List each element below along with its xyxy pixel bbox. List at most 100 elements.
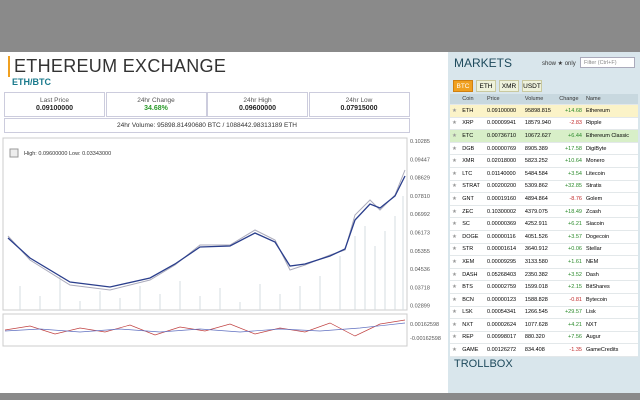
star-icon: ★ bbox=[450, 167, 461, 181]
cell: 1588.828 bbox=[522, 293, 558, 307]
market-row[interactable]: ★ XMR 0.02018000 5823.252 +10.64 Monero bbox=[450, 154, 638, 168]
chart-frame bbox=[2, 137, 408, 311]
market-tab[interactable]: XMR bbox=[499, 80, 519, 92]
market-row[interactable]: ★ LSK 0.00054341 1266.545 +29.57 Lisk bbox=[450, 306, 638, 320]
cell: 4379.075 bbox=[522, 205, 558, 219]
price-axis-label: 0.04536 bbox=[410, 267, 430, 273]
market-tab[interactable]: ETH bbox=[476, 80, 496, 92]
cell: 0.00000369 bbox=[485, 217, 523, 231]
star-icon: ★ bbox=[450, 331, 461, 345]
page-title: ETHEREUM EXCHANGE bbox=[8, 56, 226, 77]
cell: 1266.545 bbox=[522, 306, 558, 320]
cell: 0.00002624 bbox=[485, 318, 523, 332]
market-row[interactable]: ★ STR 0.00001614 3640.912 +0.06 Stellar bbox=[450, 243, 638, 257]
market-row[interactable]: ★ ETC 0.00736710 10672.627 +6.44 Ethereum Cla… bbox=[450, 129, 638, 143]
cell: +29.57 bbox=[557, 306, 584, 320]
stat-label: 24hr Low bbox=[345, 97, 373, 104]
indicator-axis-label: -0.00162598 bbox=[410, 336, 441, 342]
markets-title: MARKETS bbox=[454, 56, 513, 70]
market-row[interactable]: ★ DGB 0.00000769 8905.389 +17.58 DigiByte bbox=[450, 142, 638, 156]
stat-value: 0.07915000 bbox=[340, 105, 378, 112]
market-row[interactable]: ★ NXT 0.00002624 1077.628 +4.21 NXT bbox=[450, 318, 638, 332]
cell: 4051.526 bbox=[522, 230, 558, 244]
cell: Litecoin bbox=[583, 167, 638, 181]
stat-box: 24hr Low 0.07915000 bbox=[308, 92, 410, 117]
cell: DigiByte bbox=[583, 142, 638, 156]
cell: 0.00126272 bbox=[485, 343, 523, 357]
star-icon: ★ bbox=[450, 154, 461, 168]
cell: 2350.382 bbox=[522, 268, 558, 282]
cell: 0.10300002 bbox=[485, 205, 523, 219]
market-row[interactable]: ★ DASH 0.05268403 2350.382 +3.52 Dash bbox=[450, 268, 638, 282]
price-axis-label: 0.06992 bbox=[410, 212, 430, 218]
cell: 10672.627 bbox=[522, 129, 558, 143]
cell: 0.00019160 bbox=[485, 192, 523, 206]
stat-label: 24hr High bbox=[243, 97, 272, 104]
cell: +1.61 bbox=[557, 255, 584, 269]
cell: 0.00001614 bbox=[485, 243, 523, 257]
market-row[interactable]: ★ SC 0.00000369 4252.911 +6.21 Siacoin bbox=[450, 217, 638, 231]
market-row[interactable]: ★ ZEC 0.10300002 4379.075 +18.49 Zcash bbox=[450, 205, 638, 219]
market-row[interactable]: ★ LTC 0.01140000 5484.584 +3.54 Litecoin bbox=[450, 167, 638, 181]
price-line bbox=[7, 175, 406, 288]
market-tab[interactable]: USDT bbox=[522, 80, 542, 92]
cell: +4.21 bbox=[557, 318, 584, 332]
stat-value: 0.09100000 bbox=[36, 105, 73, 112]
cell: Ripple bbox=[583, 117, 638, 131]
column-header[interactable]: Volume bbox=[522, 94, 558, 105]
star-icon: ★ bbox=[450, 180, 461, 194]
stat-value: 0.09600000 bbox=[239, 105, 276, 112]
price-chart: High: 0.09600000 Low: 0.03343000 0.10285… bbox=[2, 137, 441, 347]
cell: XMR bbox=[460, 154, 486, 168]
cell: NXT bbox=[583, 318, 638, 332]
chart-legend: High: 0.09600000 Low: 0.03343000 bbox=[24, 151, 111, 157]
price-axis-label: 0.10285 bbox=[410, 139, 430, 145]
market-tab[interactable]: BTC bbox=[453, 80, 473, 92]
price-line-raw bbox=[7, 169, 406, 291]
market-row[interactable]: ★ REP 0.00998017 880.320 +7.56 Augur bbox=[450, 331, 638, 345]
market-row[interactable]: ★ GNT 0.00019160 4894.864 -8.76 Golem bbox=[450, 192, 638, 206]
market-row[interactable]: ★ XRP 0.00009941 18579.940 -2.83 Ripple bbox=[450, 117, 638, 131]
cell: ETH bbox=[460, 104, 486, 118]
cell: GNT bbox=[460, 192, 486, 206]
market-row[interactable]: ★ BTS 0.00002759 1599.018 +2.15 BitShares bbox=[450, 280, 638, 294]
cell: Monero bbox=[583, 154, 638, 168]
cell: -0.81 bbox=[557, 293, 584, 307]
cell: 0.00000123 bbox=[485, 293, 523, 307]
cell: 0.00000769 bbox=[485, 142, 523, 156]
column-header[interactable]: Coin bbox=[460, 94, 486, 105]
star-icon: ★ bbox=[450, 104, 461, 118]
market-row[interactable]: ★ XEM 0.00009295 3133.580 +1.61 NEM bbox=[450, 255, 638, 269]
star-filter[interactable]: show ★ only bbox=[542, 61, 576, 67]
column-header[interactable]: Price bbox=[485, 94, 523, 105]
cell: GameCredits bbox=[583, 343, 638, 357]
column-header[interactable]: Change bbox=[557, 94, 584, 105]
pair-label: ETH/BTC bbox=[12, 77, 51, 87]
markets-table: Coin Price Volume Change Name ★ ETH 0.09100000 9… bbox=[450, 94, 638, 357]
market-row[interactable]: ★ STRAT 0.00200200 5309.862 +32.85 Stratis bbox=[450, 180, 638, 194]
price-axis-label: 0.02899 bbox=[410, 304, 430, 310]
star-col bbox=[450, 94, 461, 105]
cell: STRAT bbox=[460, 180, 486, 194]
cell: Ethereum bbox=[583, 104, 638, 118]
cell: 4894.864 bbox=[522, 192, 558, 206]
star-icon: ★ bbox=[450, 117, 461, 131]
cell: 0.00009295 bbox=[485, 255, 523, 269]
market-row[interactable]: ★ DOGE 0.00000116 4051.526 +3.57 Dogecoin bbox=[450, 230, 638, 244]
cell: 880.320 bbox=[522, 331, 558, 345]
stat-box: Last Price 0.09100000 bbox=[4, 92, 105, 117]
market-row[interactable]: ★ ETH 0.09100000 95898.815 +14.68 Ethereum bbox=[450, 104, 638, 118]
search-box[interactable]: Filter (Ctrl+F) bbox=[580, 57, 635, 68]
market-row[interactable]: ★ GAME 0.00126272 834.408 -1.35 GameCredits bbox=[450, 343, 638, 357]
cell: Stellar bbox=[583, 243, 638, 257]
market-row[interactable]: ★ BCN 0.00000123 1588.828 -0.81 Bytecoin bbox=[450, 293, 638, 307]
cell: BitShares bbox=[583, 280, 638, 294]
column-header[interactable]: Name bbox=[583, 94, 638, 105]
settings-icon[interactable] bbox=[9, 148, 19, 158]
stat-label: 24hr Change bbox=[137, 97, 175, 104]
cell: +0.06 bbox=[557, 243, 584, 257]
exchange-page: ETHEREUM EXCHANGE ETH/BTC 24hr Volume: 9… bbox=[0, 52, 640, 393]
volume-bars bbox=[19, 196, 404, 310]
cell: BTS bbox=[460, 280, 486, 294]
